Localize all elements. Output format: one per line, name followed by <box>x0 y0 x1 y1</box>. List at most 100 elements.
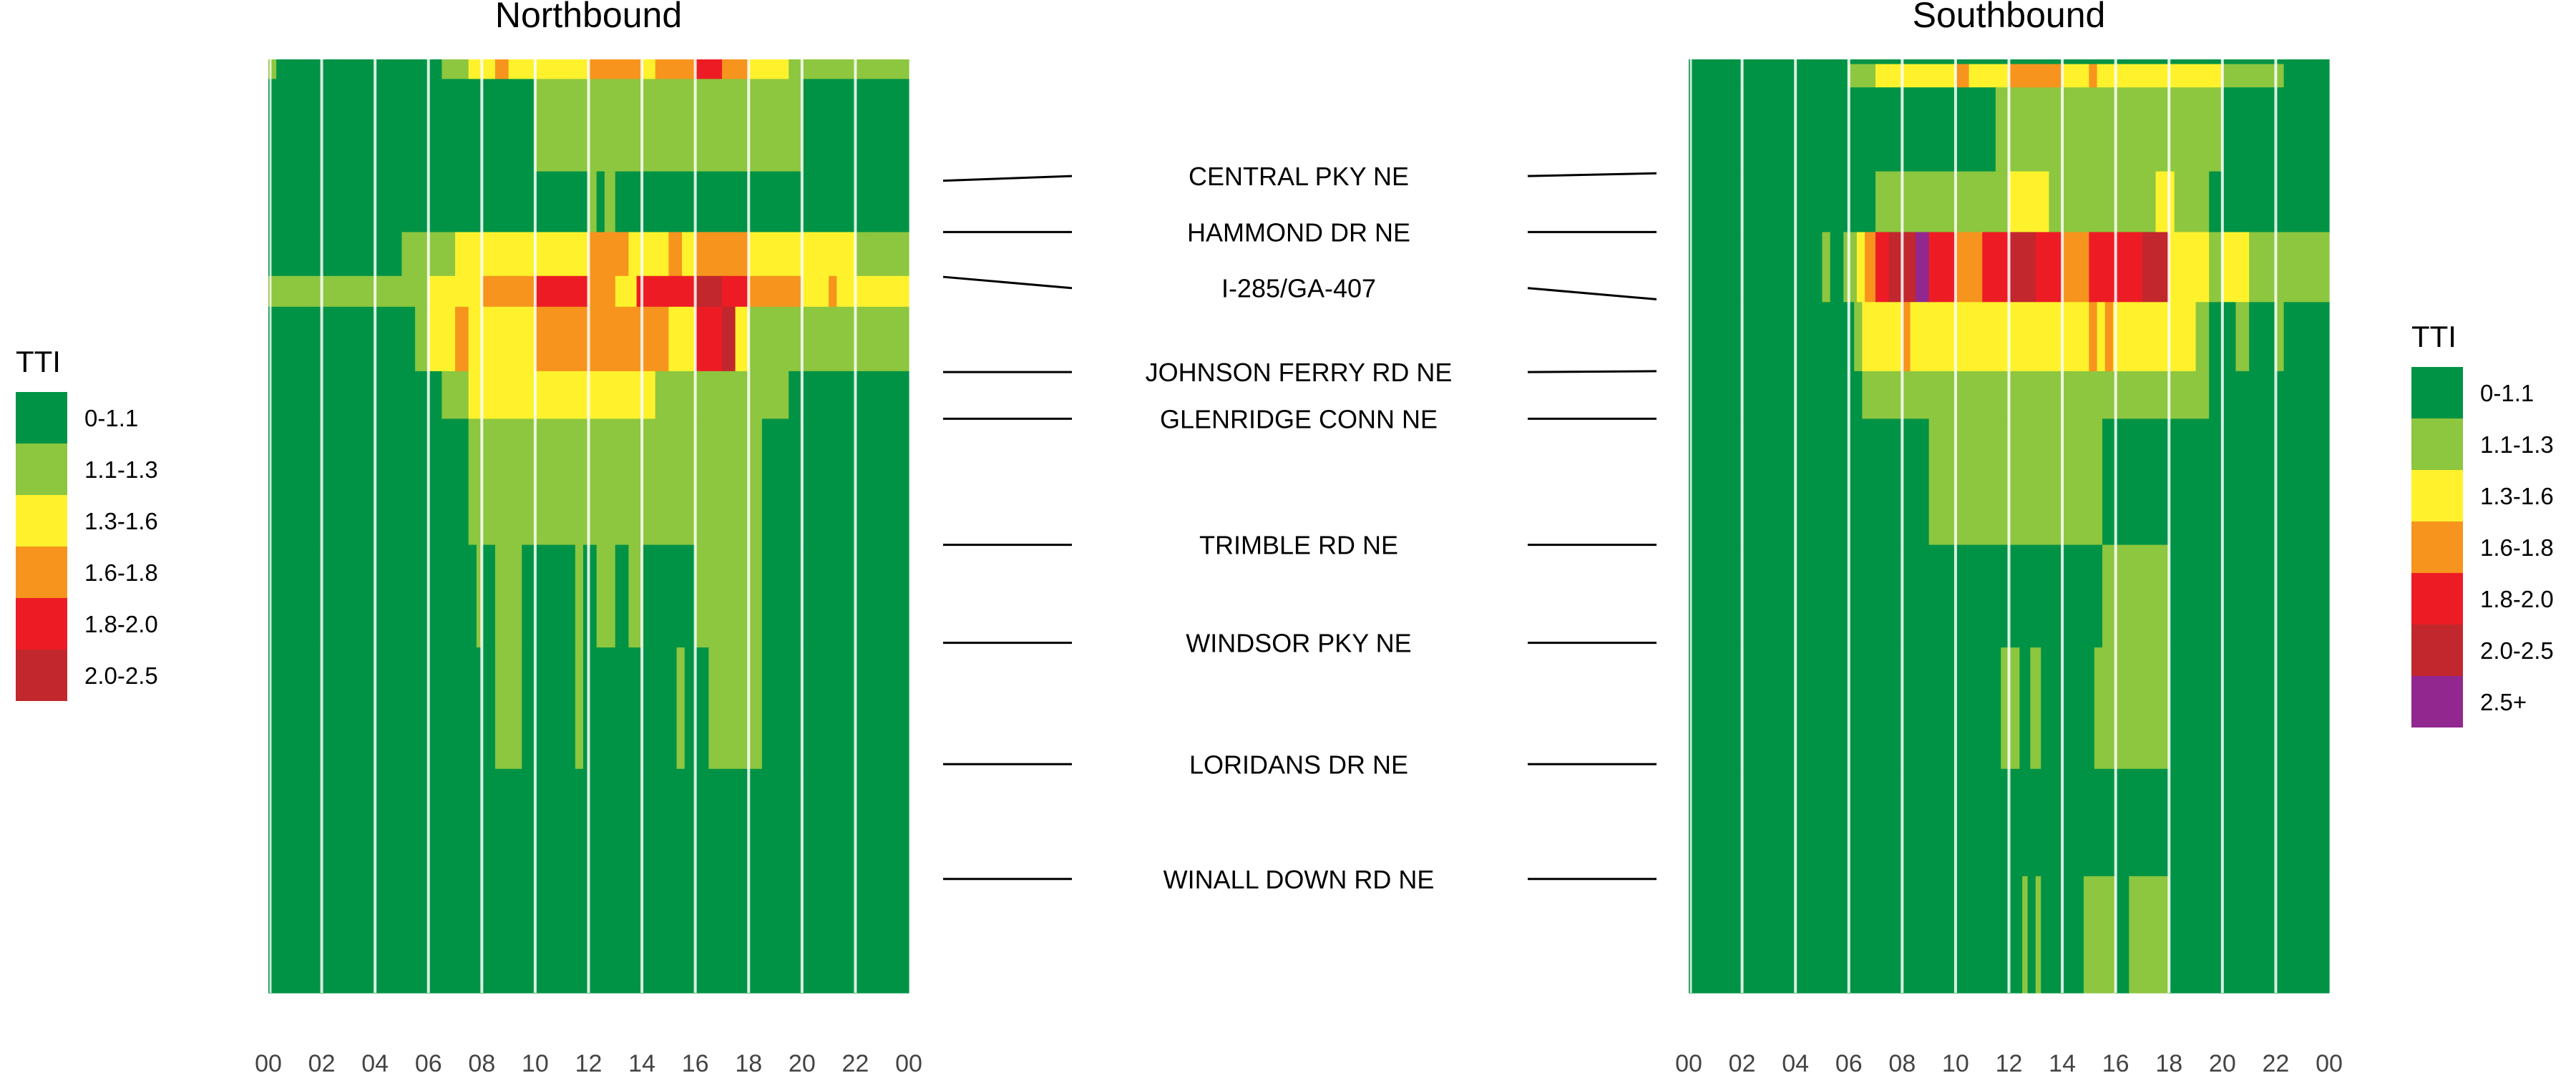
x-tick-label: 22 <box>842 1050 869 1073</box>
heatmap-cell <box>588 59 643 80</box>
heatmap-cell <box>2035 232 2063 303</box>
northbound-panel: Northbound 00 02 04 06 08 10 12 14 16 18 20 22 00 <box>255 0 922 1073</box>
legend-label: 0-1.1 <box>2480 380 2534 406</box>
x-tick-label: 04 <box>1782 1050 1809 1073</box>
heatmap-cell <box>583 647 678 770</box>
heatmap-cell <box>2209 171 2330 233</box>
x-tick-label: 22 <box>2263 1050 2290 1073</box>
x-tick-label: 00 <box>2316 1050 2343 1073</box>
heatmap-cell <box>535 275 590 308</box>
heatmap-cell <box>1830 232 1844 303</box>
legend-swatch <box>2411 418 2463 470</box>
heatmap-cell <box>522 647 576 770</box>
northbound-legend: TTI 0-1.1 1.1-1.3 1.3-1.6 1.6-1.8 1.8-2.0 2.0-… <box>16 345 158 701</box>
heatmap-cell <box>642 232 669 277</box>
heatmap-cell <box>268 544 277 648</box>
heatmap-cell <box>642 59 656 80</box>
x-tick-label: 18 <box>2155 1050 2182 1073</box>
heatmap-cell <box>682 232 696 277</box>
x-tick-label: 20 <box>2209 1050 2236 1073</box>
heatmap-cell <box>2169 876 2330 994</box>
heatmap-cell <box>695 275 723 308</box>
heatmap-cell <box>1848 64 1876 88</box>
heatmap-cell <box>2094 647 2170 770</box>
heatmap-cell <box>2169 647 2330 770</box>
legend-label: 2.0-2.5 <box>2480 637 2554 664</box>
x-tick-label: 12 <box>575 1050 602 1073</box>
heatmap-cell <box>748 275 803 308</box>
heatmap-cell <box>642 306 669 372</box>
legend-swatch <box>16 598 67 650</box>
heatmap-cell <box>1862 371 2210 420</box>
heatmap-cell <box>2249 232 2277 303</box>
heatmap-cell <box>482 306 536 372</box>
heatmap-cell <box>2035 876 2041 994</box>
heatmap-cell <box>628 232 643 277</box>
heatmap-cell <box>428 306 456 372</box>
heatmap-cell <box>2283 64 2330 88</box>
legend-swatch <box>2411 367 2463 418</box>
legend-swatch <box>2411 470 2463 521</box>
heatmap-cell <box>2102 544 2170 648</box>
legend-swatch <box>2411 521 2463 573</box>
road-label: WINDSOR PKY NE <box>1186 629 1411 658</box>
heatmap-cell <box>1689 232 1823 303</box>
heatmap-cell <box>482 275 536 308</box>
heatmap-cell <box>575 544 584 648</box>
heatmap-cell <box>596 544 616 648</box>
x-tick-label: 02 <box>1729 1050 1756 1073</box>
heatmap-cell <box>721 275 749 308</box>
x-tick-label: 02 <box>308 1050 336 1073</box>
heatmap-cell <box>676 647 686 770</box>
heatmap-cell <box>2275 232 2330 303</box>
heatmap-cell <box>1689 371 1863 420</box>
heatmap-cell <box>494 647 522 770</box>
heatmap-cell <box>268 59 277 80</box>
heatmap-cell <box>695 544 763 648</box>
heatmap-cell <box>1689 302 1855 372</box>
road-label-group: GLENRIDGE CONN NE <box>943 404 1657 433</box>
road-label-group: WINDSOR PKY NE <box>943 629 1657 658</box>
x-tick-label: 12 <box>1996 1050 2023 1073</box>
heatmap-cell <box>2027 876 2036 994</box>
heatmap-cell <box>588 275 616 308</box>
heatmap-cell <box>494 544 522 648</box>
heatmap-cell <box>2209 371 2330 420</box>
heatmap-cell <box>668 306 696 372</box>
x-tick-label: 08 <box>468 1050 495 1073</box>
panel-title: Northbound <box>495 0 682 35</box>
heatmap-cell <box>441 371 469 420</box>
legend-label: 1.3-1.6 <box>84 508 158 534</box>
road-label: WINALL DOWN RD NE <box>1163 865 1435 894</box>
heatmap-cell <box>455 275 482 308</box>
heatmap-cell <box>276 768 909 994</box>
heatmap-cell <box>482 544 496 648</box>
x-tick-label: 00 <box>1675 1050 1702 1073</box>
heatmap-cell <box>2249 302 2277 372</box>
heatmap-cell <box>276 418 469 546</box>
heatmap-cell <box>2112 302 2197 372</box>
heatmap-cell <box>268 768 277 994</box>
heatmap-cell <box>2030 647 2041 770</box>
heatmap-cell <box>801 275 829 308</box>
heatmap-cell <box>428 232 456 277</box>
heatmap-cell <box>2019 647 2031 770</box>
heatmap-cell <box>276 59 442 80</box>
heatmap-cell <box>1910 302 2089 372</box>
heatmap-cell <box>276 232 403 277</box>
heatmap-cell <box>2097 302 2106 372</box>
heatmap-cell <box>855 232 869 277</box>
heatmap-cell <box>1843 232 1858 303</box>
heatmap-cell <box>522 544 576 648</box>
heatmap-cell <box>1928 232 1956 303</box>
heatmap-cell <box>789 59 909 80</box>
heatmap-cell <box>588 232 630 277</box>
connector-line-left <box>942 275 1073 290</box>
heatmap-cell <box>2195 302 2210 372</box>
heatmap-cell <box>668 232 683 277</box>
heatmap-cell <box>476 544 482 648</box>
heatmap-cell <box>276 171 590 233</box>
x-tick-label: 06 <box>415 1050 442 1073</box>
heatmap-cell <box>1854 302 1863 372</box>
